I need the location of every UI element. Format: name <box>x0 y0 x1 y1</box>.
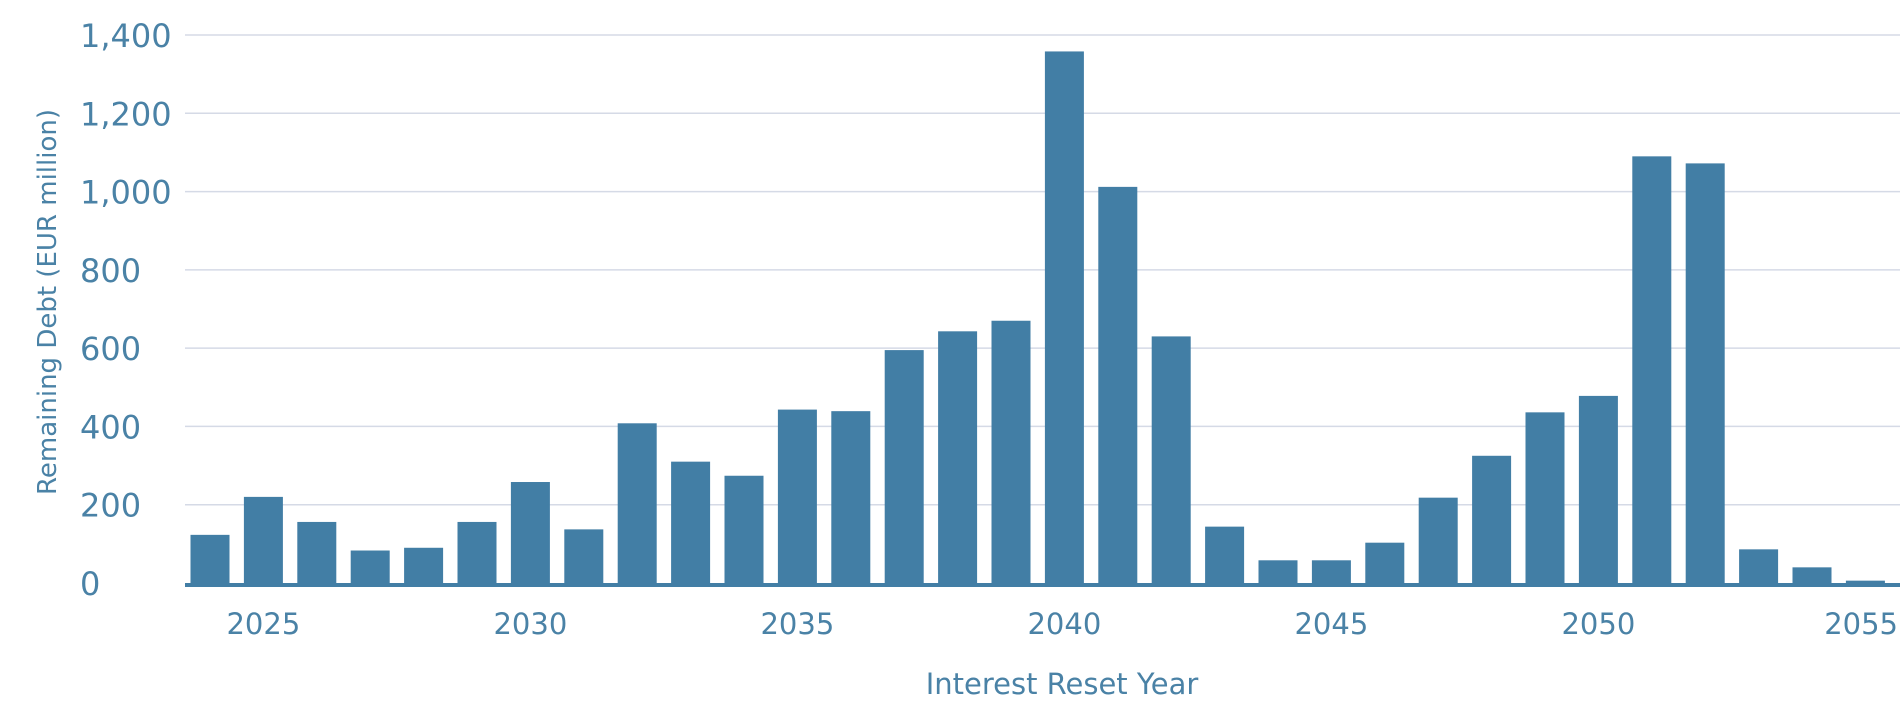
bar <box>1685 163 1725 584</box>
y-axis-ticks: 0 200 400 600 800 1,000 1,200 1,400 <box>80 17 172 603</box>
bar <box>350 550 390 583</box>
bar <box>1258 560 1298 583</box>
bar <box>1151 336 1191 583</box>
bar <box>938 331 978 583</box>
y-tick-label: 600 <box>80 330 141 368</box>
bar <box>243 496 283 583</box>
x-tick-label: 2025 <box>226 607 300 641</box>
y-tick-label: 1,000 <box>80 174 172 212</box>
bar <box>1418 497 1458 583</box>
y-tick-label: 400 <box>80 408 141 446</box>
bar <box>1098 186 1138 584</box>
y-tick-label: 1,200 <box>80 95 172 133</box>
bar <box>457 521 497 583</box>
x-axis-label: Interest Reset Year <box>926 667 1199 701</box>
bar <box>1578 395 1618 583</box>
bar <box>1365 542 1405 583</box>
x-tick-label: 2045 <box>1294 607 1368 641</box>
bars <box>190 51 1885 584</box>
bar <box>1792 567 1832 583</box>
x-tick-label: 2040 <box>1027 607 1101 641</box>
bar <box>831 411 871 583</box>
y-tick-label: 1,400 <box>80 17 172 55</box>
bar <box>1525 412 1565 583</box>
bar <box>884 350 924 583</box>
y-tick-label: 200 <box>80 487 141 525</box>
bar <box>1845 580 1885 583</box>
bar <box>404 547 444 583</box>
gridlines <box>185 34 1900 506</box>
bar <box>564 529 604 583</box>
x-tick-label: 2035 <box>760 607 834 641</box>
y-tick-label: 0 <box>80 565 100 603</box>
x-tick-label: 2030 <box>493 607 567 641</box>
bar <box>510 482 550 583</box>
bar <box>1311 560 1351 583</box>
x-axis-ticks: 2025 2030 2035 2040 2045 2050 2055 <box>226 607 1898 641</box>
bar <box>991 320 1031 583</box>
bar <box>617 423 657 583</box>
x-tick-label: 2050 <box>1561 607 1635 641</box>
bar <box>297 521 337 583</box>
bar <box>777 409 817 583</box>
y-tick-label: 800 <box>80 252 141 290</box>
bar <box>1044 51 1084 583</box>
bar <box>1472 455 1512 583</box>
bar <box>724 475 764 583</box>
y-axis-label: Remaining Debt (EUR million) <box>33 109 63 495</box>
bar <box>190 534 230 583</box>
x-tick-label: 2055 <box>1824 607 1898 641</box>
bar <box>1739 549 1779 583</box>
bar <box>1632 156 1672 584</box>
bar <box>671 461 711 583</box>
bar <box>1205 526 1245 583</box>
